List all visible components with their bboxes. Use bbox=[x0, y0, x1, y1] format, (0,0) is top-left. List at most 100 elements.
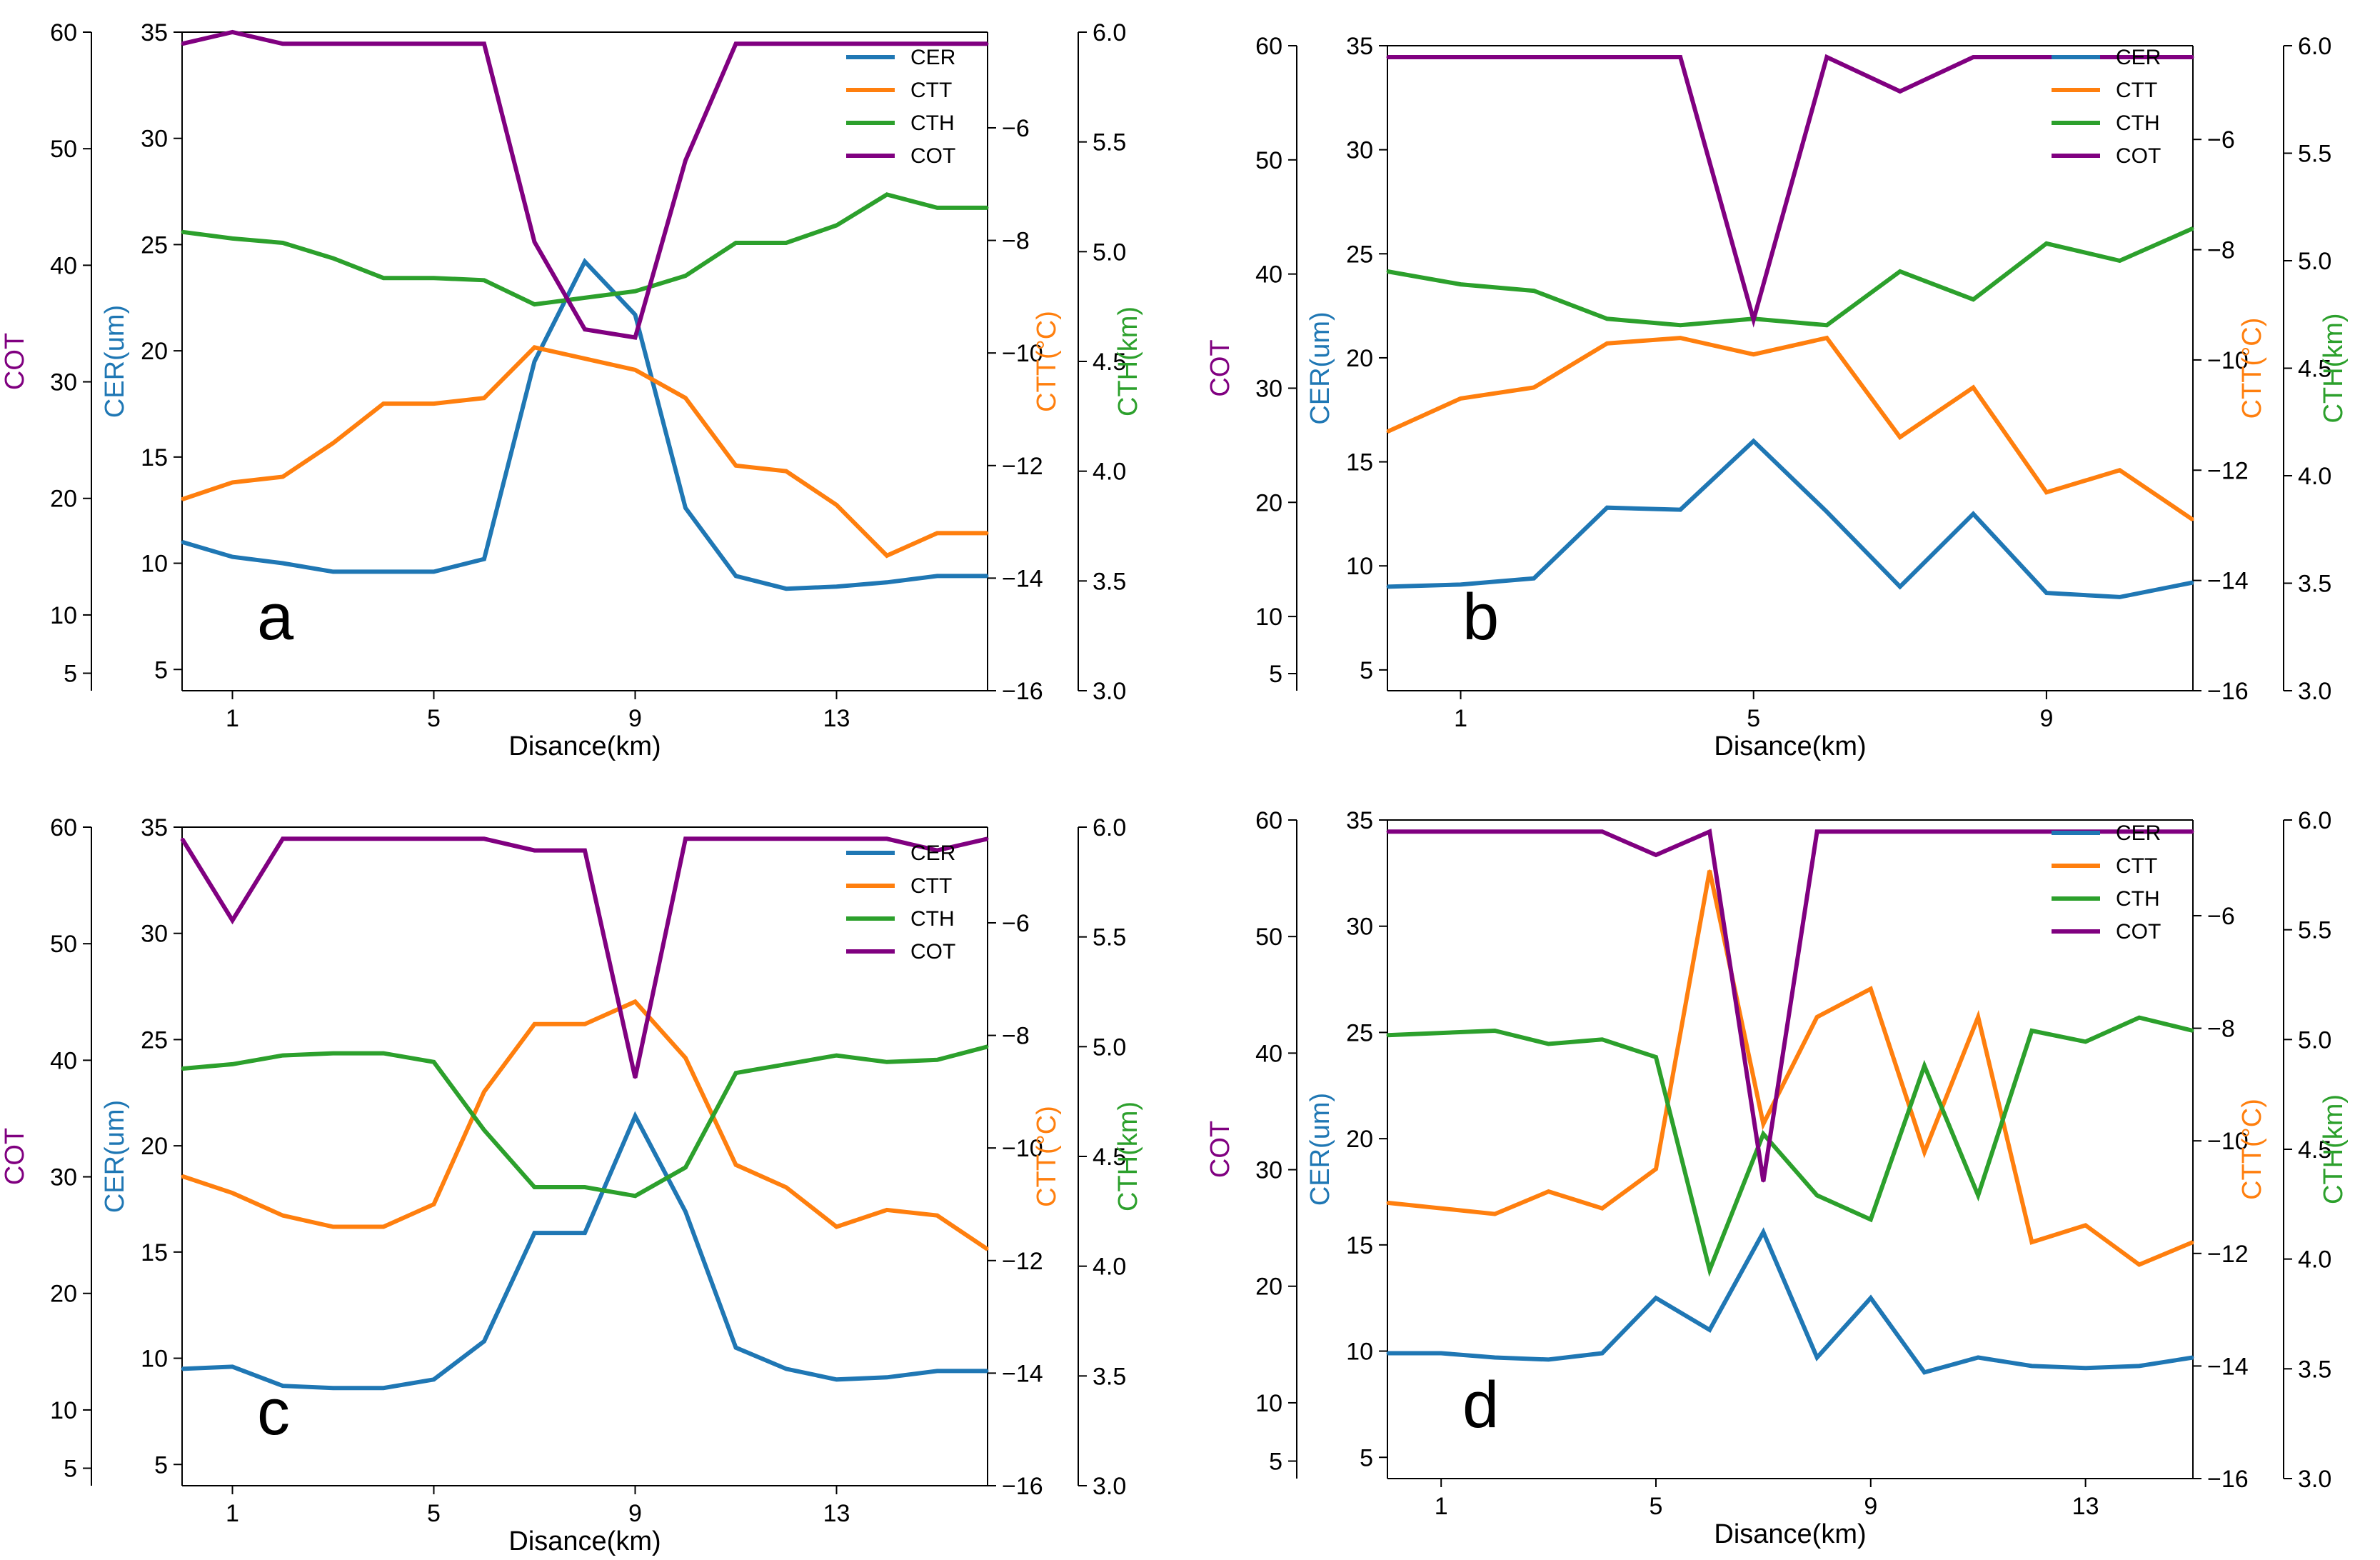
cth-tick-label: 4.0 bbox=[1093, 1254, 1126, 1281]
cth-axis-title: CTH(km) bbox=[1113, 1101, 1143, 1211]
cer-data-point bbox=[1972, 512, 1974, 515]
cer-tick-label: 5 bbox=[1360, 1444, 1373, 1471]
ctt-data-point bbox=[2045, 491, 2048, 494]
cth-data-point bbox=[332, 257, 334, 260]
cth-data-point bbox=[231, 1063, 234, 1066]
ctt-data-point bbox=[332, 1226, 334, 1229]
cer-data-point bbox=[483, 1340, 486, 1343]
ctt-tick-label: −12 bbox=[1002, 453, 1043, 480]
cot-data-point bbox=[583, 849, 586, 852]
cot-axis-title: COT bbox=[0, 1128, 30, 1185]
cth-data-point bbox=[986, 206, 989, 209]
ctt-data-point bbox=[1899, 436, 1902, 439]
cth-data-point bbox=[986, 1045, 989, 1048]
cot-tick-label: 40 bbox=[1255, 261, 1282, 289]
cot-tick-label: 60 bbox=[50, 814, 77, 841]
cot-tick-label: 40 bbox=[1255, 1040, 1282, 1067]
cth-tick-label: 3.0 bbox=[1093, 1473, 1126, 1500]
cot-series-line bbox=[1387, 828, 2193, 1182]
cth-data-point bbox=[583, 296, 586, 299]
x-tick-label: 1 bbox=[1435, 1493, 1448, 1520]
cth-data-point bbox=[2045, 242, 2048, 245]
cer-data-point bbox=[1825, 510, 1828, 513]
cth-data-point bbox=[885, 193, 888, 196]
cot-data-point bbox=[785, 42, 788, 45]
ctt-data-point bbox=[533, 346, 536, 349]
cer-data-point bbox=[1547, 1358, 1550, 1361]
cer-tick-label: 25 bbox=[1346, 241, 1373, 268]
cer-tick-label: 20 bbox=[1346, 345, 1373, 372]
cth-data-point bbox=[1869, 1218, 1872, 1221]
cth-data-point bbox=[382, 276, 385, 279]
cer-axis-title: CER(um) bbox=[100, 305, 130, 418]
ctt-data-point bbox=[885, 554, 888, 557]
cth-data-point bbox=[2191, 227, 2194, 230]
cot-data-point bbox=[382, 42, 385, 45]
ctt-data-point bbox=[634, 1000, 636, 1003]
cer-data-point bbox=[533, 360, 536, 363]
cot-tick-label: 40 bbox=[50, 252, 77, 279]
cth-tick-label: 3.5 bbox=[2298, 571, 2331, 598]
cer-axis-title: CER(um) bbox=[100, 1100, 130, 1213]
cot-data-point bbox=[936, 849, 938, 852]
legend-label-cer: CER bbox=[910, 841, 955, 865]
cer-data-point bbox=[1708, 1329, 1711, 1331]
ctt-data-point bbox=[1977, 1016, 1979, 1019]
legend-label-cth: CTH bbox=[2116, 887, 2160, 911]
cth-tick-label: 6.0 bbox=[2298, 33, 2331, 60]
cer-data-point bbox=[835, 1378, 838, 1381]
cer-axis-title: CER(um) bbox=[1305, 1093, 1335, 1206]
ctt-tick-label: −16 bbox=[2207, 678, 2249, 705]
cth-axis-title: CTH(km) bbox=[1113, 306, 1143, 416]
legend-label-cot: COT bbox=[910, 940, 955, 964]
cot-data-point bbox=[735, 837, 737, 840]
cth-tick-label: 3.5 bbox=[1093, 568, 1126, 595]
ctt-series-line bbox=[1387, 870, 2194, 1267]
cot-data-point bbox=[1977, 830, 1979, 833]
cer-data-point bbox=[1899, 585, 1902, 588]
cer-data-point bbox=[2191, 1356, 2194, 1359]
cth-series-line bbox=[1387, 1015, 2194, 1277]
cth-axis-title: CTH(km) bbox=[2319, 1094, 2349, 1204]
panel-label: d bbox=[1462, 1369, 1499, 1441]
cot-tick-label: 30 bbox=[1255, 375, 1282, 402]
cot-data-point bbox=[332, 837, 334, 840]
cot-data-point bbox=[1493, 830, 1496, 833]
cer-data-point bbox=[1655, 1296, 1657, 1299]
x-tick-label: 13 bbox=[823, 705, 850, 732]
cot-data-point bbox=[1816, 830, 1819, 833]
cot-tick-label: 5 bbox=[64, 1456, 77, 1483]
ctt-series-line bbox=[181, 999, 989, 1251]
cer-data-point bbox=[231, 556, 234, 559]
cer-data-point bbox=[936, 1369, 938, 1372]
legend-label-cer: CER bbox=[2116, 46, 2161, 69]
cot-tick-label: 20 bbox=[1255, 489, 1282, 516]
cth-tick-label: 5.0 bbox=[1093, 1034, 1126, 1061]
ctt-data-point bbox=[1816, 1016, 1819, 1019]
cer-data-point bbox=[785, 1367, 788, 1370]
cth-data-point bbox=[2138, 1016, 2141, 1019]
cot-data-point bbox=[281, 837, 284, 840]
x-tick-label: 5 bbox=[1747, 705, 1760, 732]
cer-data-point bbox=[634, 1114, 636, 1117]
panel-label: c bbox=[257, 1376, 290, 1449]
x-tick-label: 9 bbox=[628, 705, 642, 732]
cot-data-point bbox=[483, 42, 486, 45]
cer-tick-label: 5 bbox=[154, 656, 168, 684]
cth-tick-label: 5.5 bbox=[1093, 129, 1126, 156]
cer-tick-label: 15 bbox=[1346, 449, 1373, 476]
ctt-axis-title: CTT(°C) bbox=[1032, 311, 1062, 412]
ctt-data-point bbox=[785, 470, 788, 473]
cer-data-point bbox=[684, 1210, 687, 1213]
cth-tick-label: 5.5 bbox=[2298, 141, 2331, 168]
cer-tick-label: 30 bbox=[141, 126, 168, 153]
cth-data-point bbox=[1440, 1031, 1442, 1034]
cth-tick-label: 3.0 bbox=[2298, 678, 2331, 705]
cot-data-point bbox=[1606, 56, 1609, 59]
cer-tick-label: 30 bbox=[1346, 914, 1373, 941]
cer-data-point bbox=[231, 1365, 234, 1368]
cot-tick-label: 30 bbox=[50, 1164, 77, 1191]
ctt-tick-label: −6 bbox=[1002, 910, 1030, 937]
cth-data-point bbox=[433, 276, 435, 279]
cth-data-point bbox=[1977, 1194, 1979, 1197]
